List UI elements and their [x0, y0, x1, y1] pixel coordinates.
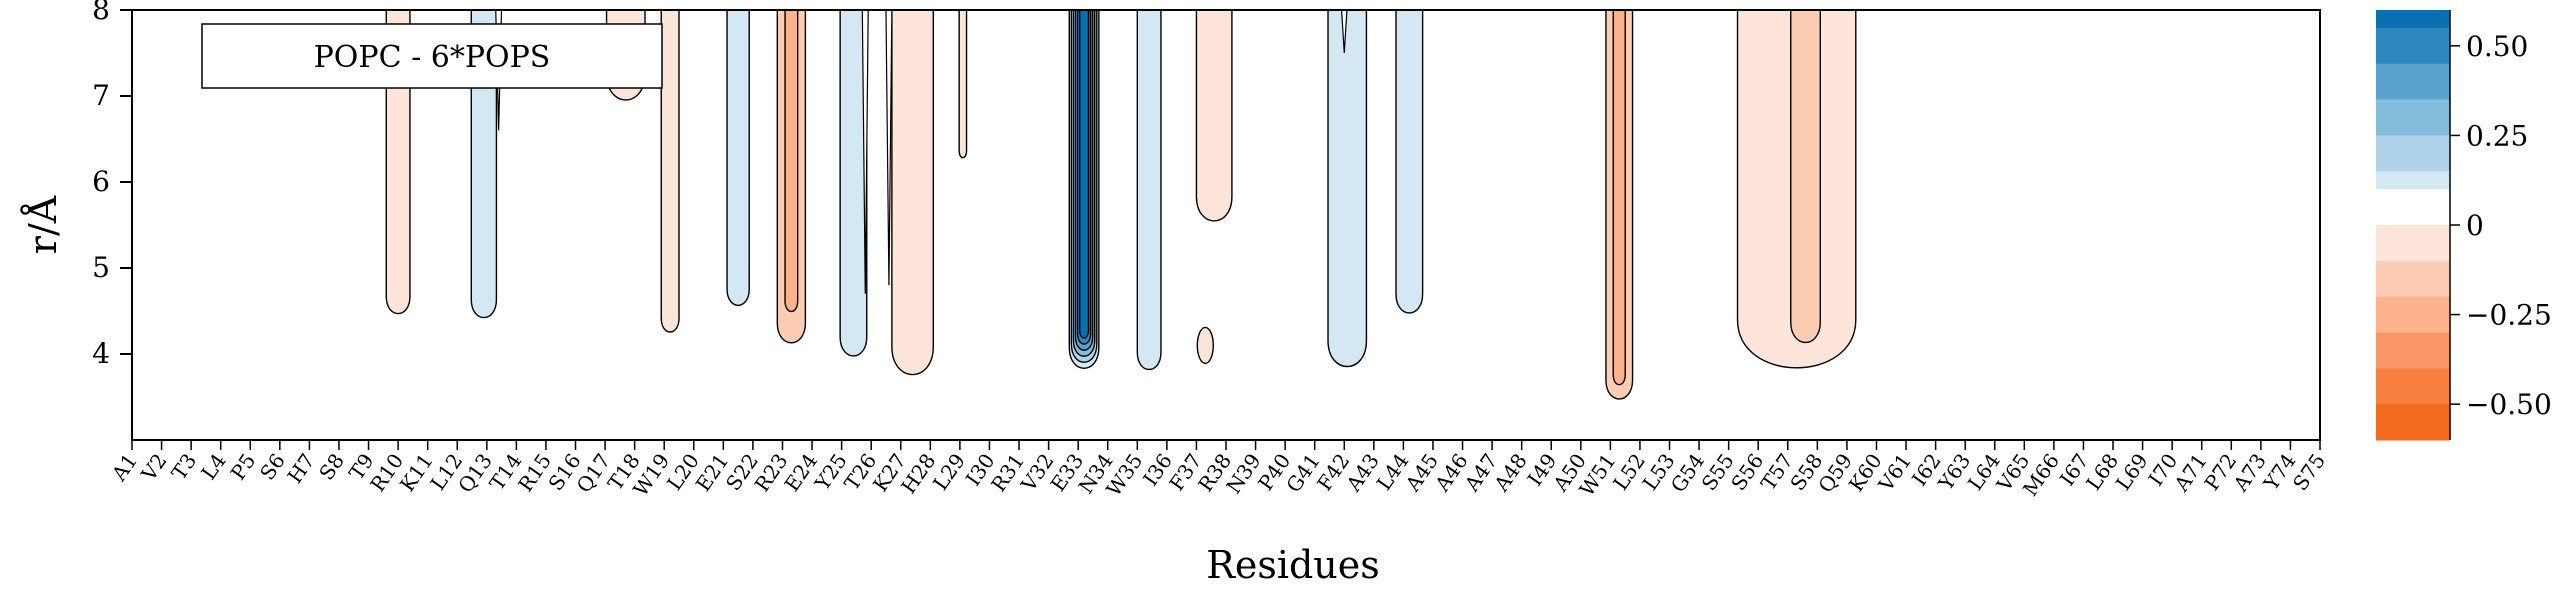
- colorbar-band: [2376, 386, 2450, 405]
- y-tick-label: 5: [92, 251, 110, 284]
- contour-region-14: [1395, 10, 1424, 314]
- contour-level: [1136, 10, 1162, 370]
- colorbar-band: [2376, 63, 2450, 83]
- contour-region-9: [958, 10, 968, 159]
- contour-island: [1196, 326, 1215, 365]
- contour-region-15: [1605, 10, 1634, 400]
- colorbar-band: [2376, 117, 2450, 136]
- contour-level: [1327, 10, 1368, 367]
- contour-level: [1195, 10, 1233, 222]
- colorbar-band: [2376, 314, 2450, 333]
- colorbar-tick-label: −0.50: [2466, 388, 2552, 421]
- contour-level: [1612, 10, 1626, 386]
- x-axis-label: Residues: [1206, 543, 1380, 587]
- contour-region-5: [726, 10, 750, 306]
- colorbar-tick-label: 0: [2466, 209, 2484, 242]
- y-tick-label: 6: [92, 165, 110, 198]
- colorbar-band: [2376, 422, 2450, 441]
- legend-box: POPC - 6*POPS: [201, 23, 663, 89]
- y-tick-label: 8: [92, 0, 110, 26]
- colorbar-band: [2376, 242, 2450, 262]
- contour-region-7: [839, 10, 869, 357]
- colorbar-band: [2376, 171, 2450, 190]
- colorbar-band: [2376, 189, 2450, 208]
- colorbar-band: [2376, 368, 2450, 387]
- colorbar: 0.50 0.25 0 −0.25 −0.50: [2376, 10, 2552, 441]
- colorbar-band: [2376, 135, 2450, 154]
- colorbar-band: [2376, 278, 2450, 298]
- colorbar-band: [2376, 81, 2450, 101]
- contour-region-16: [1736, 10, 1857, 369]
- contour-level: [660, 10, 680, 333]
- colorbar-band: [2376, 10, 2450, 29]
- colorbar-band: [2376, 27, 2450, 47]
- legend-label: POPC - 6*POPS: [314, 40, 551, 75]
- y-tick-label: 4: [92, 337, 110, 370]
- colorbar-band: [2376, 153, 2450, 172]
- colorbar-band: [2376, 404, 2450, 423]
- contour-notch: [1340, 10, 1348, 54]
- colorbar-band: [2376, 350, 2450, 369]
- y-axis: 4 5 6 7 8: [92, 0, 132, 370]
- contour-level: [1395, 10, 1424, 314]
- colorbar-band: [2376, 296, 2450, 316]
- colorbar-tick-label: 0.50: [2466, 30, 2528, 63]
- contour-region-8: [885, 10, 934, 375]
- colorbar-band: [2376, 99, 2450, 118]
- y-tick-label: 7: [92, 79, 110, 112]
- contour-region-10: [1068, 10, 1100, 369]
- contour-level: [1790, 10, 1822, 344]
- colorbar-tick-label: 0.25: [2466, 119, 2528, 152]
- contour-region-13: [1327, 10, 1368, 367]
- contour-notch: [885, 10, 893, 286]
- contour-region-6: [776, 10, 807, 344]
- colorbar-band: [2376, 207, 2450, 226]
- contour-notch: [861, 10, 869, 294]
- colorbar-band: [2376, 260, 2450, 280]
- contour-level: [1078, 10, 1090, 339]
- contour-level: [784, 10, 799, 313]
- colorbar-tick-label: −0.25: [2466, 299, 2552, 332]
- contour-region-11: [1136, 10, 1162, 370]
- contour-region-4: [660, 10, 680, 333]
- contour-region-12: [1195, 10, 1233, 222]
- colorbar-band: [2376, 332, 2450, 351]
- colorbar-band: [2376, 45, 2450, 65]
- contour-level: [726, 10, 750, 306]
- contour-level: [958, 10, 968, 159]
- contour-level: [839, 10, 868, 357]
- contour-level: [891, 10, 934, 375]
- colorbar-band: [2376, 225, 2450, 244]
- y-axis-label: r/Å: [21, 195, 65, 254]
